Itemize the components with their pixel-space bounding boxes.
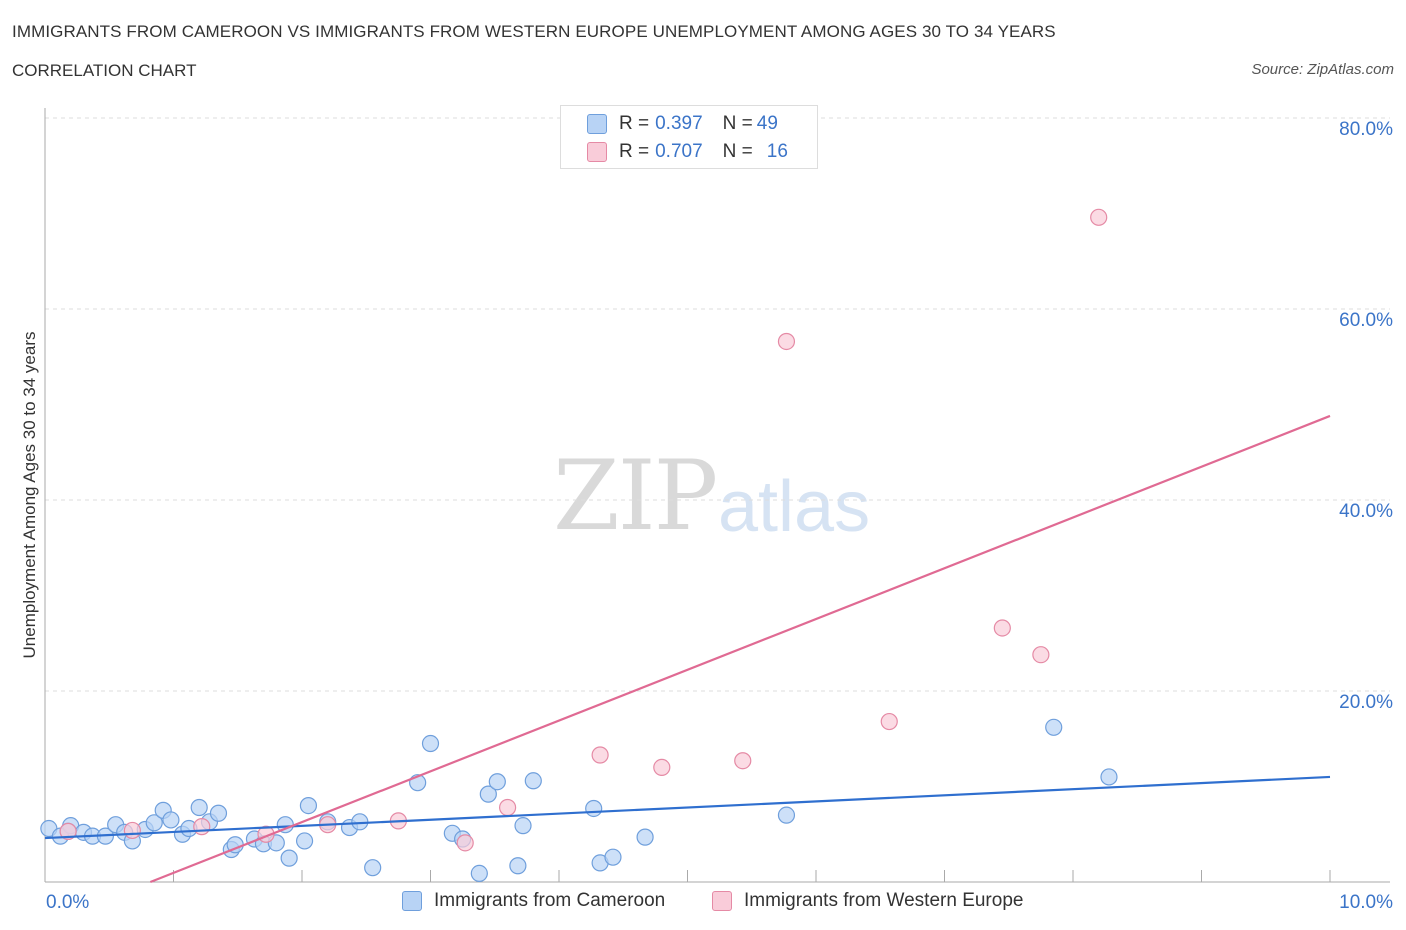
y-tick-label: 20.0% xyxy=(1339,692,1393,713)
n-label: N = xyxy=(722,141,753,162)
legend-swatch-pink xyxy=(587,142,607,162)
y-axis-label: Unemployment Among Ages 30 to 34 years xyxy=(20,331,39,659)
cameroon-point xyxy=(470,864,488,883)
western-europe-point xyxy=(59,822,77,840)
western-europe-trend-line xyxy=(149,414,1331,884)
western-europe-point xyxy=(123,821,141,840)
cameroon-point xyxy=(364,859,382,877)
tick-labels: 20.0% 40.0% 60.0% 80.0% 0.0% 10.0% xyxy=(46,119,1393,913)
x-tick-label: 10.0% xyxy=(1339,892,1393,913)
western-europe-point xyxy=(1090,208,1108,226)
western-europe-point xyxy=(993,619,1011,637)
trend-lines xyxy=(44,414,1331,884)
cameroon-point xyxy=(509,857,527,875)
western-europe-point xyxy=(777,332,796,351)
cameroon-point xyxy=(280,849,298,867)
western-europe-point xyxy=(591,746,609,764)
cameroon-trend-line xyxy=(44,775,1331,840)
legend-label: Immigrants from Cameroon xyxy=(434,890,666,911)
cameroon-point xyxy=(1100,768,1118,786)
y-tick-label: 80.0% xyxy=(1339,119,1393,140)
cameroon-point xyxy=(777,806,796,824)
cameroon-point xyxy=(488,773,506,791)
legend-swatch-blue xyxy=(587,114,607,134)
source-label: Source: ZipAtlas.com xyxy=(1251,61,1394,78)
cameroon-point xyxy=(162,811,180,829)
r-value: 0.397 xyxy=(655,113,703,134)
stats-row-western-europe: R = 0.707 N = 16 xyxy=(587,140,788,164)
x-tick-label: 0.0% xyxy=(46,892,89,913)
cameroon-point xyxy=(421,734,440,753)
western-europe-point xyxy=(499,798,517,817)
cameroon-point xyxy=(299,796,318,815)
western-europe-point xyxy=(734,752,752,770)
axes xyxy=(44,108,1390,883)
r-value: 0.707 xyxy=(655,141,703,162)
legend-item-western-europe: Immigrants from Western Europe xyxy=(712,890,1023,912)
western-europe-point xyxy=(1032,646,1050,664)
cameroon-point xyxy=(190,798,208,817)
cameroon-point xyxy=(524,772,542,790)
grid-lines xyxy=(45,117,1390,692)
legend-item-cameroon: Immigrants from Cameroon xyxy=(402,890,665,912)
cameroon-point xyxy=(295,832,314,850)
cameroon-point xyxy=(1045,718,1063,736)
western-europe-point xyxy=(880,712,898,731)
stats-legend: R = 0.397 N = 49 R = 0.707 N = 16 xyxy=(560,105,818,169)
cameroon-point xyxy=(604,848,622,866)
cameroon-point xyxy=(145,814,163,832)
r-label: R = xyxy=(619,113,650,134)
cameroon-point xyxy=(636,828,654,846)
watermark-zip: ZIP xyxy=(553,440,718,552)
western-europe-point xyxy=(193,818,211,836)
legend-label: Immigrants from Western Europe xyxy=(744,890,1024,911)
n-label: N = xyxy=(722,113,753,134)
cameroon-point xyxy=(479,785,497,803)
data-points xyxy=(40,208,1118,883)
western-europe-point xyxy=(456,834,474,852)
cameroon-point xyxy=(209,804,228,822)
y-tick-label: 60.0% xyxy=(1339,310,1393,331)
chart-title: IMMIGRANTS FROM CAMEROON VS IMMIGRANTS F… xyxy=(12,22,1056,41)
n-value: 49 xyxy=(756,113,778,134)
chart-subtitle: CORRELATION CHART xyxy=(12,61,197,80)
y-tick-label: 40.0% xyxy=(1339,501,1393,522)
n-value: 16 xyxy=(766,141,788,162)
legend-swatch-blue xyxy=(402,891,422,911)
cameroon-point xyxy=(514,817,532,835)
watermark-atlas: atlas xyxy=(718,467,871,547)
r-label: R = xyxy=(619,141,650,162)
legend-swatch-pink xyxy=(712,891,732,911)
western-europe-point xyxy=(653,758,671,777)
cameroon-point xyxy=(585,799,603,818)
stats-row-cameroon: R = 0.397 N = 49 xyxy=(587,112,778,136)
